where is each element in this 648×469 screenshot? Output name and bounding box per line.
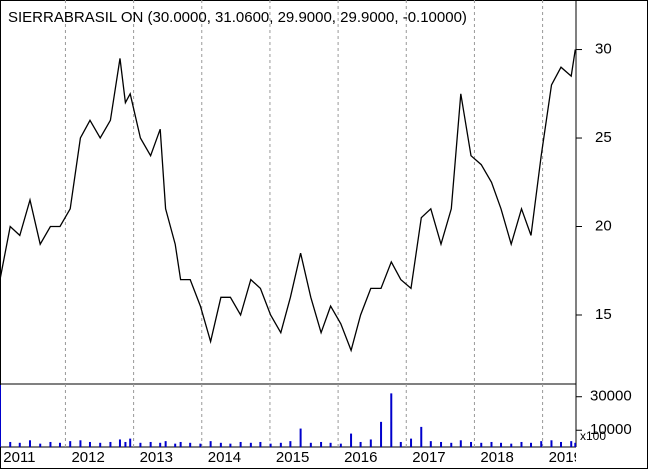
x-tick-label: 2017	[412, 449, 445, 466]
y-tick-label: 20	[595, 217, 612, 234]
x-tick-label: 2013	[140, 449, 173, 466]
volume-bar	[510, 443, 513, 447]
volume-bar	[109, 441, 112, 447]
price-line	[0, 49, 576, 353]
x-tick-label: 2018	[480, 449, 513, 466]
volume-bar	[299, 428, 302, 447]
volume-bar	[219, 442, 222, 447]
volume-bar	[124, 441, 127, 447]
volume-bar	[359, 441, 362, 447]
y-tick-label: 10000	[590, 421, 632, 438]
volume-bar	[390, 393, 393, 447]
volume-bar	[259, 441, 262, 447]
volume-bar	[174, 443, 177, 447]
volume-bar	[179, 441, 182, 447]
volume-bar	[429, 441, 432, 447]
volume-bar	[570, 441, 573, 447]
volume-bar	[289, 441, 292, 447]
volume-bar	[459, 440, 462, 447]
volume-bar	[490, 441, 493, 447]
volume-bar	[229, 443, 232, 447]
volume-bar	[480, 442, 483, 447]
x-tick-label: 2016	[344, 449, 377, 466]
volume-bar	[500, 442, 503, 447]
volume-bar	[159, 442, 162, 447]
grid	[64, 0, 544, 447]
volume-bar	[88, 441, 91, 447]
volume-bar	[58, 442, 61, 447]
volume-bar	[420, 426, 423, 447]
volume-bar	[0, 385, 1, 447]
volume-bar	[69, 441, 72, 447]
volume-bar	[199, 443, 202, 447]
volume-bar	[470, 441, 473, 447]
y-tick-label: 25	[595, 129, 612, 146]
volume-bar	[164, 441, 167, 447]
volume-bar	[18, 442, 21, 447]
volume-bar	[339, 443, 342, 447]
volume-bar	[118, 439, 121, 447]
volume-bar	[320, 441, 323, 447]
y-tick-label: 30000	[590, 388, 632, 405]
volume-bar	[249, 442, 252, 447]
volume-bar	[269, 443, 272, 447]
y-tick-label: 15	[595, 306, 612, 323]
volume-bar	[309, 442, 312, 447]
volume-bar	[530, 442, 533, 447]
volume-bar	[79, 440, 82, 447]
x-tick-label: 2012	[71, 449, 104, 466]
volume-bar	[574, 442, 576, 447]
volume-bar	[279, 442, 282, 447]
volume-bar	[239, 441, 242, 447]
volume-bar	[149, 441, 152, 447]
plot: 2011 2012 2013 2014 2015 2016 2017 2018 2019	[0, 49, 582, 466]
x-tick-label: 2019	[549, 449, 582, 466]
volume-bar	[39, 443, 42, 447]
x-tick-label: 2015	[276, 449, 309, 466]
chart-title: SIERRABRASIL ON (30.0000, 31.0600, 29.90…	[8, 9, 467, 26]
volume-bar	[450, 442, 453, 447]
volume-bar	[189, 442, 192, 447]
volume-bar	[209, 441, 212, 447]
volume-bar	[350, 433, 353, 447]
volume-bar	[49, 441, 52, 447]
volume-bar	[550, 440, 553, 447]
volume-bar	[129, 438, 132, 447]
volume-bar	[9, 441, 12, 447]
x-tick-label: 2014	[208, 449, 241, 466]
volume-bar	[560, 441, 563, 447]
volume-unit: x100	[580, 429, 606, 443]
volume-bar	[139, 442, 142, 447]
volume-bar	[399, 441, 402, 447]
volume-bar	[329, 442, 332, 447]
volume-bar	[369, 439, 372, 447]
y-tick-label: 30	[595, 41, 612, 58]
x-tick-label: 2011	[3, 449, 35, 466]
volume-bar	[28, 440, 31, 447]
volume-bar	[99, 442, 102, 447]
volume-bar	[540, 441, 543, 447]
volume-bar	[410, 438, 413, 447]
volume-bar	[440, 441, 443, 447]
volume-bar	[520, 441, 523, 447]
volume-bar	[380, 421, 383, 447]
